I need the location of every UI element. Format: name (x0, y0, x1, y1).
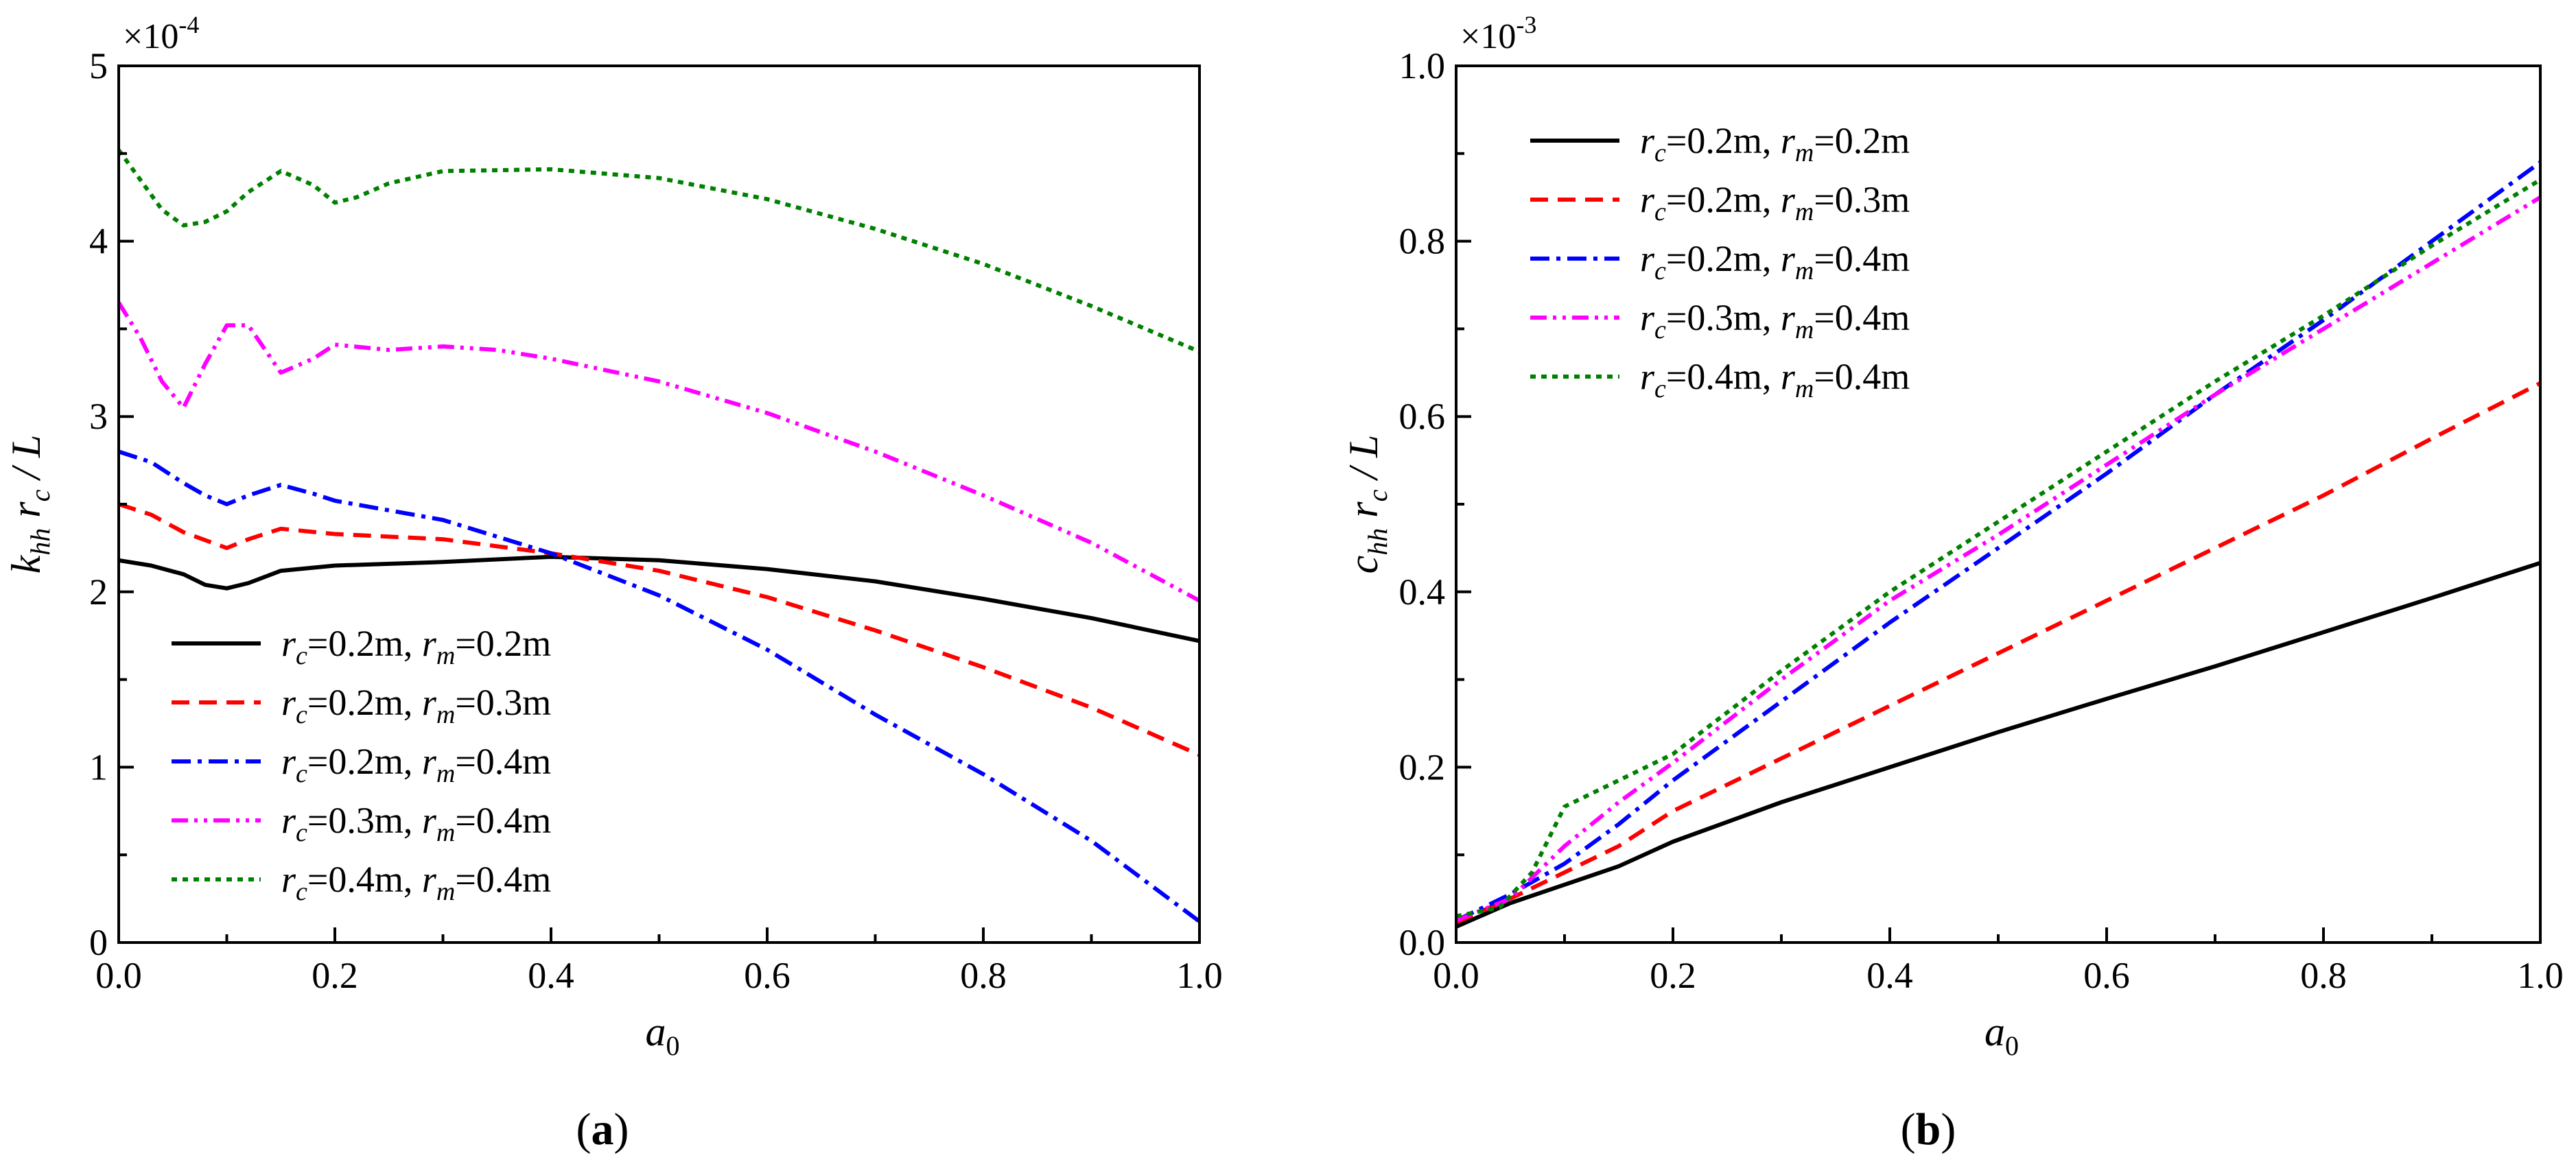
axis-scale-multiplier: ×10-4 (123, 11, 199, 56)
x-tick-label: 0.6 (2083, 955, 2130, 996)
scale-base: ×10 (1460, 17, 1516, 56)
x-label-sub: 0 (666, 1030, 680, 1061)
scale-base: ×10 (123, 17, 178, 56)
scale-exponent: -4 (178, 11, 199, 38)
y-tick-label: 1 (89, 746, 108, 787)
series-line-s2 (119, 502, 1199, 757)
y-label-r: r (3, 501, 49, 518)
y-tick-label: 3 (89, 396, 108, 437)
series-line-s3 (119, 449, 1199, 923)
x-tick-label: 0.6 (744, 955, 791, 996)
x-tick-label: 1.0 (2517, 955, 2564, 996)
series-line-s1 (119, 554, 1199, 643)
legend-label-s2: rc=0.2m, rm=0.3m (1640, 179, 1910, 226)
legend-label-s1: rc=0.2m, rm=0.2m (1640, 120, 1910, 167)
y-tick-label: 0.0 (1399, 922, 1446, 963)
y-label-var: k (3, 554, 49, 573)
legend-label-s1: rc=0.2m, rm=0.2m (281, 623, 551, 670)
legend: rc=0.2m, rm=0.2m rc=0.2m, rm=0.3m rc=0.2m,… (1530, 120, 1910, 403)
panel-caption: (b) (1901, 1104, 1956, 1154)
y-label-tail: / L (1341, 435, 1386, 490)
y-tick-label: 0.8 (1399, 221, 1446, 262)
panel-caption-letter: b (1916, 1104, 1941, 1154)
y-tick-label: 5 (89, 45, 108, 86)
y-axis-label: chh rc / L (1341, 435, 1393, 574)
legend-label-s2: rc=0.2m, rm=0.3m (281, 682, 551, 729)
x-tick-label: 0.8 (960, 955, 1007, 996)
axis-scale-multiplier: ×10-3 (1460, 11, 1536, 56)
legend-label-s5: rc=0.4m, rm=0.4m (1640, 356, 1910, 403)
x-label-main: a (1984, 1009, 2005, 1054)
series-line-s1 (1456, 560, 2540, 929)
x-tick-label: 0.4 (1866, 955, 1913, 996)
x-tick-label: 0.4 (528, 955, 574, 996)
y-label-r: r (1341, 501, 1386, 518)
series-line-s4 (1456, 196, 2540, 923)
x-label-sub: 0 (2005, 1030, 2019, 1061)
x-tick-label: 0.8 (2300, 955, 2347, 996)
y-tick-label: 1.0 (1399, 45, 1446, 86)
series-line-s3 (1456, 161, 2540, 923)
x-tick-label: 1.0 (1176, 955, 1223, 996)
y-label-var: c (1341, 556, 1386, 574)
y-label-r-sub: c (25, 489, 56, 501)
y-tick-label: 0.6 (1399, 396, 1446, 437)
y-label-var-sub: hh (25, 528, 56, 556)
scale-exponent: -3 (1516, 11, 1536, 38)
y-tick-label: 4 (89, 221, 108, 262)
y-label-r-sub: c (1362, 489, 1393, 501)
panel-caption: (a) (576, 1104, 629, 1154)
y-label-tail: / L (3, 435, 49, 490)
x-tick-label: 0.0 (1433, 955, 1479, 996)
x-axis-label: a0 (1984, 1009, 2019, 1061)
x-label-main: a (646, 1009, 666, 1054)
series-group (1456, 161, 2540, 929)
series-line-s5 (119, 148, 1199, 354)
legend-label-s4: rc=0.3m, rm=0.4m (281, 800, 551, 847)
panel-caption-letter: a (592, 1104, 614, 1154)
x-tick-label: 0.2 (312, 955, 358, 996)
legend-label-s3: rc=0.2m, rm=0.4m (1640, 238, 1910, 285)
y-label-var-sub: hh (1362, 528, 1393, 556)
series-line-s2 (1456, 381, 2540, 925)
legend-label-s3: rc=0.2m, rm=0.4m (281, 741, 551, 788)
y-tick-label: 0.2 (1399, 746, 1446, 787)
legend-label-s5: rc=0.4m, rm=0.4m (281, 859, 551, 906)
x-tick-label: 0.0 (95, 955, 142, 996)
legend-label-s4: rc=0.3m, rm=0.4m (1640, 297, 1910, 344)
plot-frame (1455, 64, 2542, 944)
x-axis-label: a0 (646, 1009, 680, 1061)
y-tick-label: 0.4 (1399, 571, 1446, 613)
series-line-s4 (119, 301, 1199, 603)
legend: rc=0.2m, rm=0.2m rc=0.2m, rm=0.3m rc=0.2m,… (172, 623, 551, 906)
panel-b: 0.0 0.2 0.4 0.6 0.8 1.0 0.0 0.2 0.4 0.6 0.8 1.0 ×10-… (1341, 11, 2564, 1154)
y-axis-label: khh rc / L (3, 435, 56, 574)
series-group (119, 148, 1199, 923)
y-tick-label: 2 (89, 571, 108, 613)
y-tick-label: 0 (89, 922, 108, 963)
x-tick-label: 0.2 (1650, 955, 1696, 996)
